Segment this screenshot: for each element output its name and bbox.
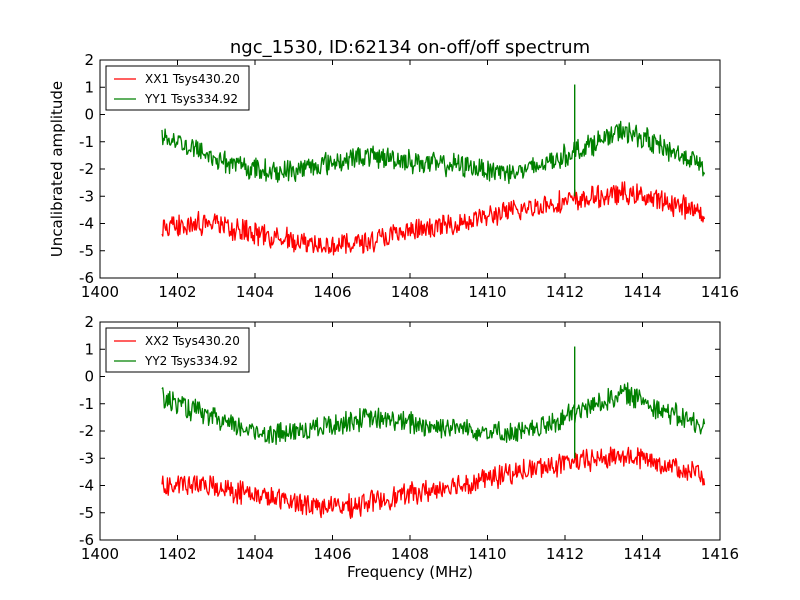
y-tick-label: -3 <box>79 187 94 205</box>
x-tick-label: 1410 <box>468 283 506 301</box>
x-tick-label: 1406 <box>313 545 351 563</box>
legend: XX2 Tsys430.20 YY2 Tsys334.92 <box>105 327 250 373</box>
legend-box <box>105 327 250 373</box>
y-tick-label: 1 <box>84 78 94 96</box>
x-tick-label: 1412 <box>546 283 584 301</box>
y-tick-label: 2 <box>84 51 94 69</box>
x-tick-label: 1402 <box>158 283 196 301</box>
series-line-1 <box>161 382 706 446</box>
x-tick-label: 1416 <box>701 545 739 563</box>
x-tick-label: 1404 <box>236 283 274 301</box>
bottom-spectrum-panel: 1400 1402 1404 1406 1408 1410 1412 1414 1416 -6 -5… <box>79 313 739 581</box>
y-tick-label: -5 <box>79 242 94 260</box>
x-tick-label: 1406 <box>313 283 351 301</box>
x-tick-label: 1414 <box>623 545 661 563</box>
legend-entry: XX1 Tsys430.20 <box>145 72 240 86</box>
y-tick-label: -1 <box>79 395 94 413</box>
x-tick-label: 1416 <box>701 283 739 301</box>
chart-title: ngc_1530, ID:62134 on-off/off spectrum <box>230 37 590 58</box>
y-tick-label: -1 <box>79 133 94 151</box>
y-axis-label: Uncalibrated amplitude <box>48 81 66 257</box>
x-tick-label: 1414 <box>623 283 661 301</box>
legend-entry: XX2 Tsys430.20 <box>145 334 240 348</box>
y-tick-label: -6 <box>79 269 94 287</box>
y-tick-label: -4 <box>79 477 94 495</box>
x-tick-label: 1400 <box>81 545 119 563</box>
y-tick-label: -4 <box>79 215 94 233</box>
series-line-0 <box>161 181 706 256</box>
y-tick-label: 1 <box>84 340 94 358</box>
legend-box <box>105 65 250 111</box>
y-tick-label: 2 <box>84 313 94 331</box>
x-tick-label: 1412 <box>546 545 584 563</box>
x-tick-label: 1408 <box>391 283 429 301</box>
x-tick-label: 1408 <box>391 545 429 563</box>
x-tick-label: 1402 <box>158 545 196 563</box>
x-tick-label: 1410 <box>468 545 506 563</box>
y-tick-label: 0 <box>84 368 94 386</box>
y-tick-label: -2 <box>79 160 94 178</box>
legend: XX1 Tsys430.20 YY1 Tsys334.92 <box>105 65 250 111</box>
series-line-0 <box>161 446 706 520</box>
y-tick-label: -5 <box>79 504 94 522</box>
y-tick-label: -2 <box>79 422 94 440</box>
y-tick-label: -6 <box>79 531 94 549</box>
top-spectrum-panel: 1400 1402 1404 1406 1408 1410 1412 1414 1416 -6 -5… <box>48 37 739 301</box>
y-tick-label: -3 <box>79 449 94 467</box>
legend-entry: YY1 Tsys334.92 <box>144 92 238 106</box>
x-axis-label: Frequency (MHz) <box>347 563 473 581</box>
x-tick-label: 1400 <box>81 283 119 301</box>
x-tick-label: 1404 <box>236 545 274 563</box>
series-line-1 <box>161 120 706 185</box>
legend-entry: YY2 Tsys334.92 <box>144 354 238 368</box>
y-tick-label: 0 <box>84 106 94 124</box>
